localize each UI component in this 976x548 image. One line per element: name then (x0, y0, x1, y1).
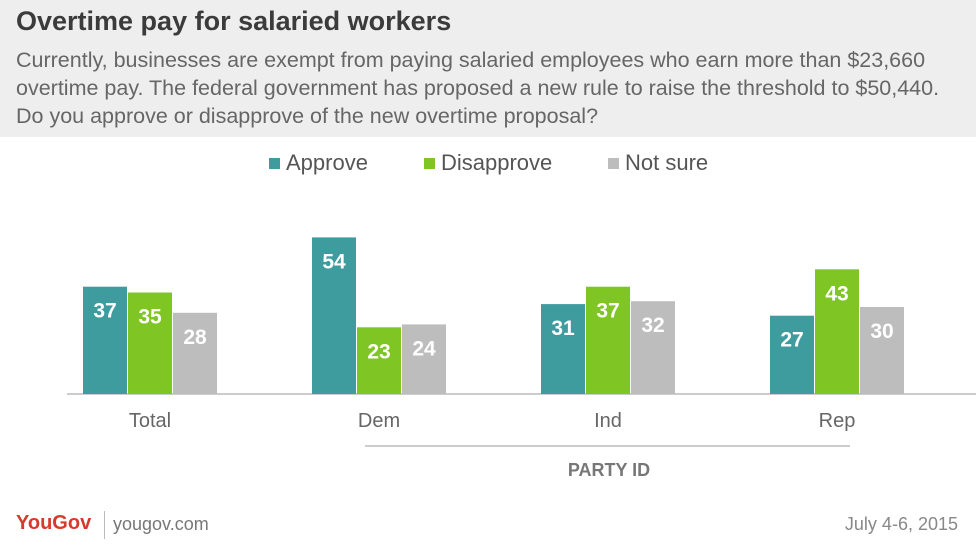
legend-label-disapprove: Disapprove (441, 150, 553, 175)
chart-header: Overtime pay for salaried workers Curren… (0, 0, 976, 137)
bar-total-disapprove (128, 292, 172, 394)
bar-total-approve (83, 286, 127, 394)
legend-swatch-approve (269, 157, 280, 169)
data-label-dem-disapprove: 23 (367, 340, 390, 363)
chart-title: Overtime pay for salaried workers (16, 6, 452, 36)
bar-rep-disapprove (815, 269, 859, 394)
x-tick-label-ind: Ind (594, 410, 622, 432)
data-label-rep-approve: 27 (780, 329, 803, 352)
bar-dem-not-sure (402, 324, 446, 394)
bar-ind-disapprove (586, 286, 630, 394)
x-tick-label-total: Total (129, 410, 171, 432)
legend-swatch-disapprove (424, 157, 435, 169)
bar-dem-approve (312, 237, 356, 394)
data-label-ind-not-sure: 32 (641, 314, 664, 337)
data-label-total-disapprove: 35 (138, 306, 162, 329)
x-tick-label-rep: Rep (819, 410, 856, 432)
group-label-party-id: PARTY ID (568, 460, 650, 480)
bar-dem-disapprove (357, 327, 401, 394)
data-label-rep-not-sure: 30 (870, 320, 893, 343)
data-label-rep-disapprove: 43 (825, 282, 848, 305)
chart-subtitle: Currently, businesses are exempt from pa… (16, 48, 940, 128)
legend-swatch-not-sure (608, 157, 619, 169)
data-label-dem-approve: 54 (322, 250, 346, 273)
legend-label-not-sure: Not sure (625, 150, 709, 175)
bar-ind-approve (541, 304, 585, 394)
data-label-total-not-sure: 28 (183, 326, 207, 349)
x-tick-label-dem: Dem (358, 410, 400, 432)
footer-url: yougov.com (113, 514, 209, 534)
data-label-ind-approve: 31 (551, 317, 575, 340)
legend: Approve Disapprove Not sure (0, 150, 976, 176)
bar-ind-not-sure (631, 301, 675, 394)
legend-item-approve: Approve (269, 150, 368, 176)
legend-item-not-sure: Not sure (608, 150, 708, 176)
bar-chart: 37 35 28 Total 54 23 24 Dem 31 37 32 Ind 27 43 30 Rep PA… (67, 237, 976, 480)
bar-total-not-sure (173, 312, 217, 394)
footer-divider (104, 511, 105, 539)
legend-item-disapprove: Disapprove (424, 150, 552, 176)
yougov-logo: YouGov (16, 512, 92, 534)
bar-rep-not-sure (860, 307, 904, 394)
footer-date: July 4-6, 2015 (844, 514, 958, 534)
data-label-ind-disapprove: 37 (596, 300, 619, 323)
data-label-total-approve: 37 (93, 300, 116, 323)
legend-label-approve: Approve (286, 150, 368, 175)
bar-rep-approve (770, 315, 814, 394)
data-label-dem-not-sure: 24 (412, 337, 436, 360)
